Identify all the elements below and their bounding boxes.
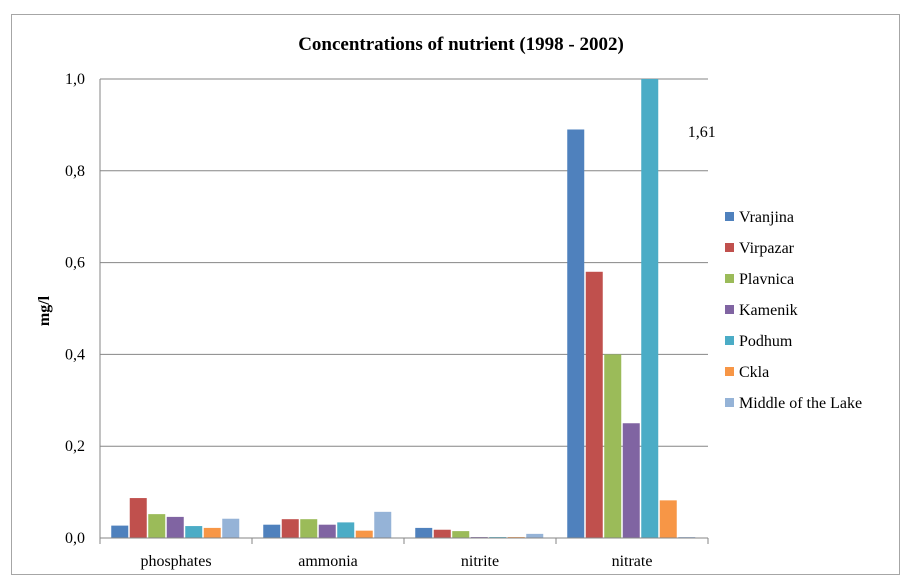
- y-axis-label: mg/l: [36, 295, 53, 326]
- bar: [585, 271, 603, 538]
- x-tick-label: nitrate: [612, 553, 653, 570]
- bar: [641, 79, 659, 538]
- data-label-annotation: 1,61: [688, 124, 716, 141]
- legend-swatch: [725, 243, 734, 252]
- legend-entry: Podhum: [739, 333, 793, 350]
- legend-entry: Virpazar: [739, 240, 795, 257]
- bar: [604, 354, 622, 538]
- y-tick-labels: 0,0 0,2 0,4 0,6 0,8 1,0: [65, 71, 85, 547]
- y-tick-label: 0,0: [65, 530, 85, 547]
- bar: [659, 500, 677, 538]
- x-tick-label: ammonia: [298, 553, 358, 570]
- bar: [355, 530, 373, 538]
- y-tick-label: 0,8: [65, 163, 85, 180]
- chart-frame: [11, 14, 900, 575]
- legend-entry: Kamenik: [739, 302, 798, 319]
- bar: [415, 527, 433, 538]
- bar: [263, 524, 281, 538]
- bar: [374, 511, 392, 538]
- bar: [148, 514, 166, 538]
- bar: [622, 423, 640, 538]
- legend-entry: Vranjina: [739, 209, 794, 226]
- bar: [452, 531, 470, 538]
- legend-swatch: [725, 336, 734, 345]
- axes: [99, 79, 709, 544]
- x-tick-label: phosphates: [140, 553, 211, 570]
- chart-title: Concentrations of nutrient (1998 - 2002): [298, 34, 624, 55]
- bars: [111, 79, 696, 539]
- y-tick-label: 0,4: [65, 346, 85, 363]
- legend-entry: Plavnica: [739, 271, 794, 288]
- bar: [185, 526, 203, 538]
- bar: [337, 522, 355, 538]
- legend-swatch: [725, 274, 734, 283]
- legend-swatch: [725, 398, 734, 407]
- y-tick-label: 1,0: [65, 71, 85, 88]
- y-tick-label: 0,2: [65, 438, 85, 455]
- bar: [433, 529, 451, 538]
- x-tick-labels: phosphates ammonia nitrite nitrate: [140, 553, 652, 570]
- legend-swatch: [725, 305, 734, 314]
- bar: [166, 516, 184, 538]
- legend-swatch: [725, 212, 734, 221]
- legend-entry: Ckla: [739, 364, 769, 381]
- x-tick-label: nitrite: [461, 553, 499, 570]
- y-tick-label: 0,6: [65, 255, 85, 272]
- bar: [222, 518, 240, 538]
- bar: [111, 525, 129, 538]
- legend-entry: Middle of the Lake: [739, 395, 862, 412]
- bar: [526, 533, 544, 538]
- bar: [318, 524, 336, 538]
- bar: [129, 498, 147, 538]
- annotations: 1,61: [688, 124, 716, 141]
- bar: [203, 527, 221, 538]
- bar: [300, 519, 318, 538]
- legend: Vranjina Virpazar Plavnica Kamenik Podhum Ckl…: [725, 209, 862, 412]
- bar: [567, 129, 585, 539]
- bar: [281, 519, 299, 538]
- legend-swatch: [725, 367, 734, 376]
